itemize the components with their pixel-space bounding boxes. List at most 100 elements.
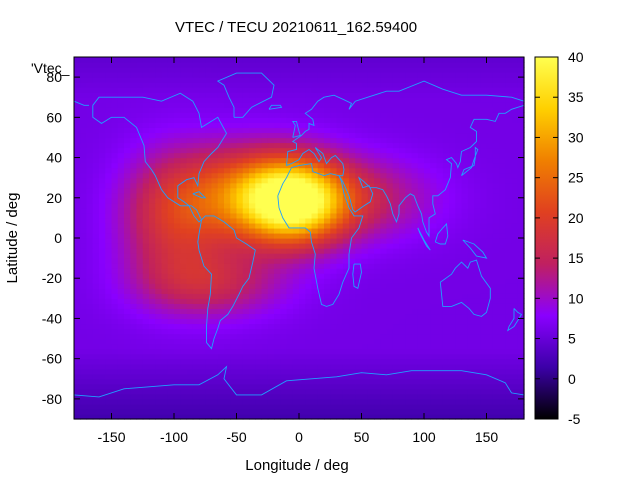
heatmap-cell	[486, 378, 494, 385]
heatmap-cell	[336, 212, 344, 219]
heatmap-cell	[399, 258, 406, 264]
heatmap-cell	[292, 273, 300, 279]
heatmap-cell	[505, 368, 513, 375]
heatmap-cell	[330, 212, 338, 219]
heatmap-cell	[517, 288, 525, 294]
heatmap-cell	[105, 373, 113, 380]
heatmap-cell	[280, 167, 288, 174]
heatmap-cell	[174, 137, 181, 144]
heatmap-cell	[374, 137, 381, 144]
heatmap-cell	[224, 207, 231, 214]
heatmap-cell	[442, 172, 450, 179]
heatmap-cell	[430, 232, 438, 239]
heatmap-cell	[142, 403, 150, 410]
heatmap-cell	[249, 227, 256, 234]
heatmap-cell	[105, 122, 113, 128]
heatmap-cell	[286, 132, 294, 139]
heatmap-cell	[342, 273, 350, 279]
heatmap-cell	[342, 202, 350, 209]
heatmap-cell	[399, 112, 406, 118]
heatmap-cell	[167, 77, 175, 83]
heatmap-cell	[242, 258, 250, 264]
heatmap-cell	[261, 318, 269, 325]
heatmap-cell	[405, 112, 413, 118]
heatmap-cell	[142, 112, 150, 118]
heatmap-cell	[242, 147, 250, 154]
heatmap-cell	[74, 393, 81, 400]
heatmap-cell	[230, 67, 238, 73]
heatmap-cell	[261, 348, 269, 355]
heatmap-cell	[467, 248, 475, 254]
heatmap-cell	[430, 378, 438, 385]
heatmap-cell	[486, 253, 494, 259]
heatmap-cell	[199, 323, 206, 330]
heatmap-cell	[336, 127, 344, 134]
heatmap-cell	[417, 403, 425, 410]
heatmap-cell	[399, 408, 406, 415]
heatmap-cell	[342, 248, 350, 254]
heatmap-cell	[74, 107, 81, 113]
heatmap-cell	[511, 358, 519, 365]
heatmap-cell	[367, 273, 375, 279]
heatmap-cell	[211, 102, 219, 108]
heatmap-cell	[161, 122, 169, 128]
heatmap-cell	[217, 207, 225, 214]
heatmap-cell	[236, 187, 244, 194]
heatmap-cell	[480, 147, 488, 154]
heatmap-cell	[361, 368, 369, 375]
heatmap-cell	[399, 343, 406, 350]
heatmap-cell	[242, 293, 250, 299]
heatmap-cell	[99, 197, 106, 204]
heatmap-cell	[230, 117, 238, 123]
heatmap-cell	[80, 293, 88, 299]
heatmap-cell	[236, 117, 244, 123]
heatmap-cell	[249, 358, 256, 365]
heatmap-cell	[117, 258, 125, 264]
heatmap-cell	[367, 92, 375, 98]
heatmap-cell	[292, 162, 300, 169]
heatmap-cell	[317, 273, 325, 279]
heatmap-cell	[386, 383, 394, 390]
heatmap-cell	[417, 383, 425, 390]
heatmap-cell	[330, 403, 338, 410]
heatmap-cell	[311, 348, 319, 355]
heatmap-cell	[274, 217, 281, 224]
heatmap-cell	[424, 222, 431, 229]
heatmap-cell	[205, 72, 213, 78]
heatmap-cell	[505, 217, 513, 224]
heatmap-cell	[80, 368, 88, 375]
heatmap-cell	[199, 152, 206, 159]
heatmap-cell	[392, 122, 400, 128]
heatmap-cell	[305, 207, 313, 214]
heatmap-cell	[499, 207, 506, 214]
heatmap-cell	[449, 353, 456, 360]
heatmap-cell	[74, 333, 81, 340]
heatmap-cell	[111, 197, 119, 204]
heatmap-cell	[186, 413, 194, 420]
heatmap-cell	[392, 358, 400, 365]
heatmap-cell	[430, 323, 438, 330]
heatmap-cell	[155, 398, 163, 405]
heatmap-cell	[461, 288, 469, 294]
heatmap-cell	[292, 207, 300, 214]
heatmap-cell	[142, 152, 150, 159]
heatmap-cell	[317, 232, 325, 239]
heatmap-cell	[386, 338, 394, 345]
heatmap-cell	[192, 112, 200, 118]
heatmap-cell	[461, 162, 469, 169]
heatmap-cell	[280, 273, 288, 279]
heatmap-cell	[255, 338, 263, 345]
heatmap-cell	[280, 147, 288, 154]
heatmap-cell	[217, 303, 225, 309]
heatmap-cell	[249, 142, 256, 149]
heatmap-cell	[99, 298, 106, 304]
heatmap-cell	[399, 152, 406, 159]
heatmap-cell	[505, 268, 513, 274]
heatmap-cell	[217, 107, 225, 113]
heatmap-cell	[361, 227, 369, 234]
heatmap-cell	[117, 413, 125, 420]
heatmap-cell	[492, 187, 500, 194]
heatmap-cell	[217, 283, 225, 289]
heatmap-cell	[86, 293, 94, 299]
heatmap-cell	[330, 263, 338, 269]
